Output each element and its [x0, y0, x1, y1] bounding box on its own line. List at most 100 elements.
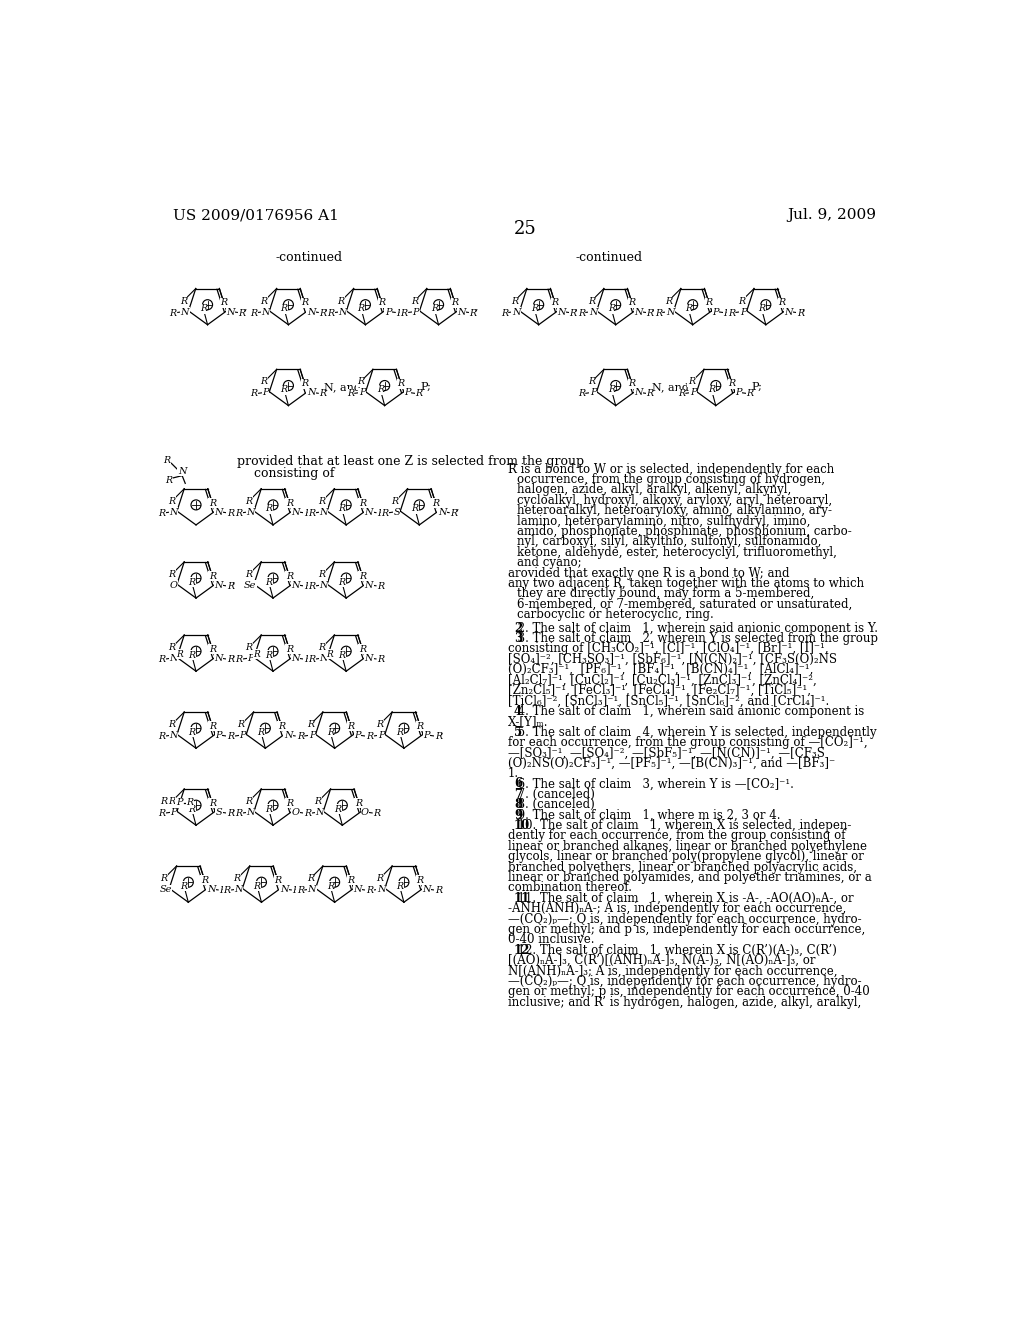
Text: -continued: -continued	[575, 251, 643, 264]
Text: R: R	[646, 309, 653, 318]
Text: N: N	[292, 581, 300, 590]
Text: N: N	[339, 308, 347, 317]
Text: R: R	[685, 304, 692, 313]
Text: R: R	[188, 578, 196, 586]
Text: R: R	[158, 508, 165, 517]
Circle shape	[268, 573, 278, 583]
Text: N: N	[319, 508, 328, 516]
Text: Jul. 9, 2009: Jul. 9, 2009	[787, 209, 877, 223]
Text: N: N	[315, 808, 324, 817]
Text: R: R	[530, 304, 538, 313]
Text: R: R	[253, 649, 260, 659]
Text: N: N	[438, 508, 446, 516]
Text: they are directly bound, may form a 5-membered,: they are directly bound, may form a 5-me…	[517, 587, 814, 601]
Text: R: R	[227, 809, 233, 818]
Text: ,: ,	[232, 648, 236, 657]
Text: R: R	[209, 722, 216, 731]
Text: amido, phosphonate, phosphinate, phosphonium, carbo-: amido, phosphonate, phosphinate, phospho…	[517, 525, 852, 539]
Text: R: R	[356, 378, 364, 387]
Text: 11: 11	[514, 892, 530, 904]
Text: and cyano;: and cyano;	[517, 556, 582, 569]
Circle shape	[191, 573, 201, 583]
Text: P: P	[215, 731, 222, 741]
Text: R: R	[328, 309, 335, 318]
Text: R: R	[201, 876, 208, 884]
Text: R: R	[251, 389, 258, 399]
Text: (O)₂CF₃]⁻¹,  [PF₆]⁻¹,  [BF₄]⁻¹,  [B(CN)₄]⁻¹,  [AlCl₄]⁻¹,: (O)₂CF₃]⁻¹, [PF₆]⁻¹, [BF₄]⁻¹, [B(CN)₄]⁻¹…	[508, 663, 813, 676]
Text: R: R	[166, 475, 173, 484]
Text: R: R	[758, 304, 765, 313]
Text: ,: ,	[301, 725, 305, 735]
Text: N: N	[226, 308, 234, 317]
Text: arovided that exactly one R is a bond to W; and: arovided that exactly one R is a bond to…	[508, 566, 790, 579]
Text: R: R	[281, 385, 288, 395]
Text: R: R	[629, 298, 636, 308]
Text: P: P	[354, 731, 360, 741]
Text: N: N	[261, 308, 270, 317]
Text: dently for each occurrence, from the group consisting of: dently for each occurrence, from the gro…	[508, 829, 846, 842]
Text: ,: ,	[574, 301, 579, 312]
Text: 10: 10	[514, 818, 530, 832]
Text: R: R	[236, 508, 243, 517]
Text: 8. (canceled): 8. (canceled)	[508, 799, 595, 812]
Circle shape	[380, 380, 390, 391]
Text: P: P	[735, 388, 741, 397]
Text: R: R	[377, 508, 384, 517]
Text: R: R	[278, 722, 285, 731]
Text: S: S	[393, 508, 400, 516]
Text: S: S	[215, 808, 222, 817]
Text: 0-40 inclusive.: 0-40 inclusive.	[508, 933, 594, 946]
Text: R: R	[377, 582, 384, 591]
Text: R: R	[186, 799, 194, 808]
Text: R: R	[452, 298, 459, 308]
Text: R: R	[469, 309, 476, 318]
Text: P: P	[712, 308, 719, 317]
Text: ,: ,	[382, 502, 386, 511]
Text: R: R	[260, 297, 267, 305]
Text: R: R	[746, 389, 754, 399]
Text: [Al₂Cl₇]⁻¹, [CuCl₂]⁻¹, [Cu₂Cl₃]⁻¹, [ZnCl₃]⁻¹, [ZnCl₄]⁻²,: [Al₂Cl₇]⁻¹, [CuCl₂]⁻¹, [Cu₂Cl₃]⁻¹, [ZnCl…	[508, 673, 816, 686]
Text: 2. The salt of claim  1, wherein said anionic component is Y.: 2. The salt of claim 1, wherein said ani…	[508, 622, 878, 635]
Circle shape	[183, 878, 194, 887]
Text: 4. The salt of claim  1, wherein said anionic component is: 4. The salt of claim 1, wherein said ani…	[508, 705, 864, 718]
Text: ,: ,	[474, 301, 478, 312]
Text: R: R	[578, 389, 585, 399]
Circle shape	[256, 878, 266, 887]
Text: R: R	[665, 297, 672, 305]
Text: R: R	[347, 876, 354, 884]
Text: R: R	[251, 309, 258, 318]
Text: R: R	[245, 570, 252, 579]
Text: N: N	[353, 886, 361, 894]
Circle shape	[191, 647, 201, 656]
Text: N: N	[169, 508, 177, 516]
Text: ,: ,	[309, 801, 312, 812]
Text: heteroaralkyl, heteroaryloxy, amino, alkylamino, ary-: heteroaralkyl, heteroaryloxy, amino, alk…	[517, 504, 833, 517]
Circle shape	[610, 380, 621, 391]
Text: R: R	[160, 797, 167, 805]
Circle shape	[341, 573, 351, 583]
Text: R: R	[416, 389, 423, 399]
Text: ,: ,	[297, 879, 301, 888]
Text: R: R	[318, 643, 326, 652]
Circle shape	[330, 878, 340, 887]
Text: N: N	[307, 308, 315, 317]
Text: Se: Se	[244, 581, 256, 590]
Text: R: R	[239, 309, 246, 318]
Text: R: R	[200, 304, 207, 313]
Text: R: R	[358, 499, 366, 508]
Text: R: R	[688, 378, 695, 387]
Text: 1.: 1.	[508, 767, 519, 780]
Text: O: O	[292, 808, 300, 817]
Text: R: R	[308, 582, 315, 591]
Text: (O)₂NS(O)₂CF₃]⁻¹, —[PF₅]⁻¹, —[B(CN)₃]⁻¹, and —[BF₃]⁻: (O)₂NS(O)₂CF₃]⁻¹, —[PF₅]⁻¹, —[B(CN)₃]⁻¹,…	[508, 756, 836, 770]
Text: R: R	[304, 809, 311, 818]
Text: carbocyclic or heterocyclic, ring.: carbocyclic or heterocyclic, ring.	[517, 609, 714, 622]
Circle shape	[284, 380, 294, 391]
Text: R: R	[161, 874, 168, 883]
Text: N: N	[634, 308, 643, 317]
Text: P;: P;	[752, 381, 763, 392]
Text: N: N	[557, 308, 565, 317]
Text: P: P	[590, 388, 596, 397]
Text: R: R	[319, 389, 327, 399]
Text: P: P	[358, 388, 366, 397]
